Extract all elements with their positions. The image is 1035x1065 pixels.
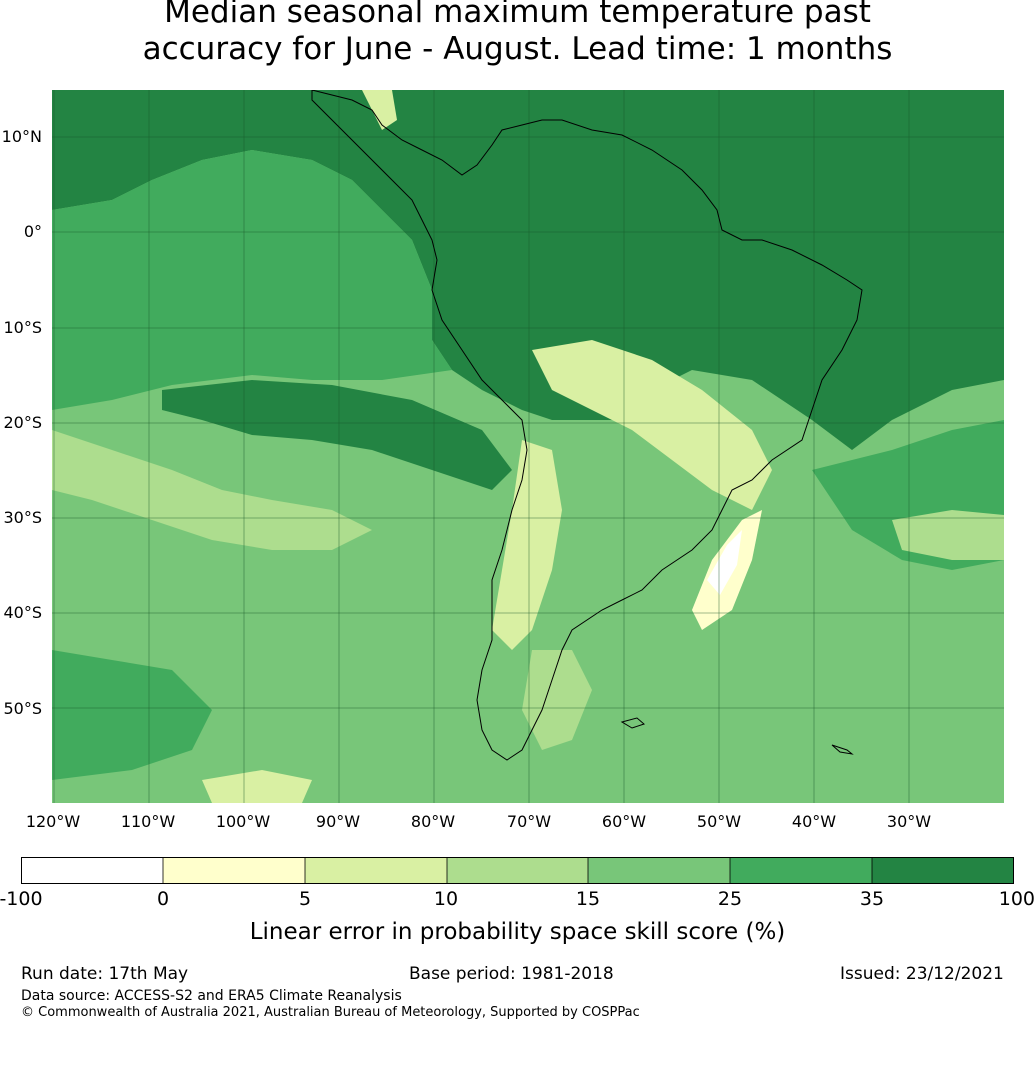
lat-label-10s: 10°S [3,318,42,337]
colorbar-segment-1 [21,857,163,884]
low-skill-band-andes [492,440,562,650]
lon-label-60w: 60°W [601,812,647,831]
low-skill-band-pacific [52,430,372,550]
low-skill-strip-north [362,90,397,130]
colorbar-tick-15: 15 [575,888,601,910]
lat-label-30s: 30°S [3,508,42,527]
colorbar-label: Linear error in probability space skill … [249,919,786,945]
colorbar-segment-2 [163,857,305,884]
colorbar-segment-5 [588,857,730,884]
map-title-line-1: Median seasonal maximum temperature past [164,0,871,30]
colorbar-tick-0: 0 [156,888,170,910]
skill-score-map [52,90,1004,803]
map-title: Median seasonal maximum temperature past… [0,0,1035,68]
data-source: Data source: ACCESS-S2 and ERA5 Climate … [21,988,402,1004]
run-date: Run date: 17th May [21,964,189,984]
low-skill-band-patagonia [522,650,592,750]
graticule [52,90,1004,803]
lat-label-20s: 20°S [3,413,42,432]
lon-label-120w: 120°W [25,812,81,831]
lon-label-30w: 30°W [886,812,932,831]
issued-date: Issued: 23/12/2021 [840,964,1004,984]
lon-label-110w: 110°W [120,812,176,831]
lat-label-10n: 10°N [1,127,42,146]
medium-skill-region-south [52,650,212,780]
colorbar-tick-5: 5 [298,888,312,910]
lat-label-40s: 40°S [3,603,42,622]
colorbar-segment-4 [447,857,588,884]
lat-label-50s: 50°S [3,699,42,718]
island-falklands [620,717,645,729]
colorbar-tick-100: 100 [998,888,1035,910]
lon-label-50w: 50°W [696,812,742,831]
lon-label-80w: 80°W [410,812,456,831]
colorbar-dividers [162,857,873,884]
colorbar-frame [21,857,1014,884]
colorbar-tick-minus100: -100 [0,888,43,910]
colorbar [21,857,1014,884]
island-south-georgia [831,744,854,755]
negative-skill-streak [707,530,742,595]
colorbar-tick-10: 10 [433,888,459,910]
lon-label-90w: 90°W [315,812,361,831]
base-period: Base period: 1981-2018 [409,964,614,984]
colorbar-tick-25: 25 [717,888,743,910]
map-title-line-2: accuracy for June - August. Lead time: 1… [142,31,893,67]
lon-label-70w: 70°W [506,812,552,831]
low-skill-band-atlantic [892,510,1004,560]
colorbar-tick-35: 35 [859,888,885,910]
high-skill-region [52,90,1004,450]
medium-skill-region [52,150,452,410]
lon-label-40w: 40°W [791,812,837,831]
low-skill-band-subtropics [532,340,772,510]
lon-label-100w: 100°W [215,812,271,831]
lat-label-0: 0° [23,222,42,241]
map-canvas [52,90,1004,803]
low-skill-strip-south [202,770,312,803]
colorbar-segment-7 [872,857,1014,884]
colorbar-segment-3 [305,857,447,884]
high-skill-region-pacific [162,380,512,490]
coastline-south-america [311,90,863,761]
copyright: © Commonwealth of Australia 2021, Austra… [21,1005,640,1020]
colorbar-segment-6 [730,857,872,884]
